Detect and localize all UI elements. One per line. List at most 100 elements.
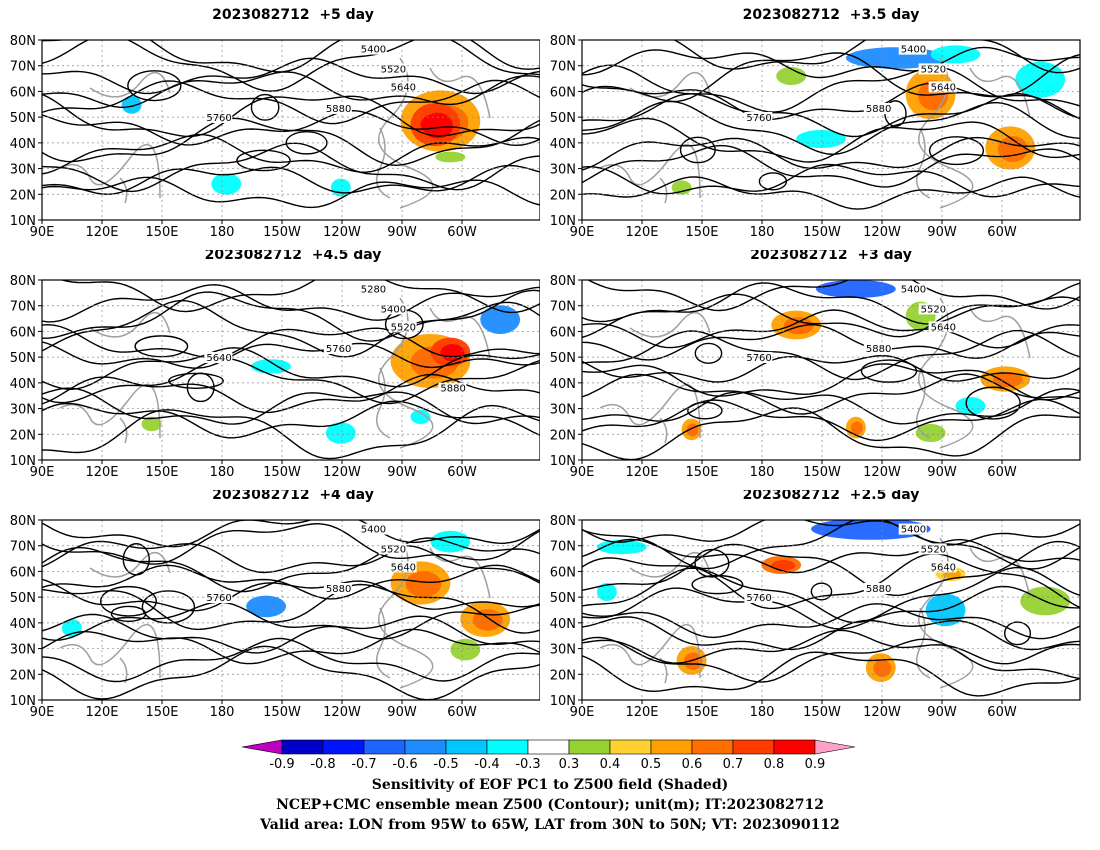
coastline bbox=[629, 311, 711, 338]
z500-contour bbox=[42, 284, 540, 323]
z500-contour bbox=[582, 46, 1080, 79]
lon-label: 180 bbox=[210, 465, 235, 480]
lat-label: 30N bbox=[10, 163, 36, 178]
sensitivity-shading bbox=[121, 95, 142, 114]
z500-contour bbox=[42, 347, 540, 391]
lat-label: 80N bbox=[550, 34, 576, 49]
lon-label: 120W bbox=[323, 465, 361, 480]
lon-label: 120E bbox=[625, 225, 658, 240]
contour-label-bg bbox=[898, 283, 927, 295]
map-frame bbox=[581, 279, 1081, 461]
colorbar-swatch bbox=[691, 739, 734, 755]
contour-label: 5880 bbox=[440, 384, 465, 395]
lon-label: 90E bbox=[570, 465, 595, 480]
lat-label: 60N bbox=[550, 325, 576, 340]
lat-label: 50N bbox=[550, 111, 576, 126]
lon-label: 120E bbox=[625, 705, 658, 720]
sensitivity-shading bbox=[850, 421, 863, 435]
contour-label: 5520 bbox=[921, 304, 946, 315]
contour-label: 5760 bbox=[206, 113, 231, 124]
contour-label: 5760 bbox=[746, 113, 771, 124]
contour-label: 5880 bbox=[326, 584, 351, 595]
contour-label: 5400 bbox=[901, 285, 926, 296]
sensitivity-shading bbox=[816, 280, 896, 298]
lon-label: 60W bbox=[987, 705, 1017, 720]
sensitivity-shading bbox=[915, 424, 946, 442]
lon-label: 60W bbox=[447, 225, 477, 240]
lon-label: 180 bbox=[750, 705, 775, 720]
contour-label-bg bbox=[378, 63, 407, 75]
map-plot-area: 5280 5400 5520 5640 5760 5880 bbox=[42, 280, 540, 460]
lat-label: 60N bbox=[10, 85, 36, 100]
colorbar-tick-label: -0.6 bbox=[392, 757, 417, 772]
panel-title-1: 2023082712 +5 day bbox=[212, 7, 374, 23]
sensitivity-shading bbox=[435, 151, 466, 163]
z500-contour bbox=[250, 93, 280, 121]
coastline bbox=[59, 144, 161, 199]
z500-contour bbox=[42, 583, 540, 634]
z500-contour bbox=[42, 537, 540, 574]
lon-label: 180 bbox=[750, 225, 775, 240]
z500-contour bbox=[582, 309, 1080, 349]
lat-label: 50N bbox=[10, 351, 36, 366]
map-plot-area: 5400 5520 5640 5760 5880 bbox=[582, 520, 1080, 697]
z500-contour bbox=[582, 354, 1080, 383]
sensitivity-shading bbox=[992, 372, 1023, 388]
contour-label-bg bbox=[388, 561, 417, 573]
lat-label: 40N bbox=[550, 377, 576, 392]
colorbar-tick-label: 0.3 bbox=[559, 757, 580, 772]
z500-contour bbox=[691, 574, 744, 595]
lat-label: 60N bbox=[10, 325, 36, 340]
sensitivity-shading bbox=[671, 180, 692, 195]
z500-contour bbox=[582, 636, 1080, 683]
contour-label-bg bbox=[863, 583, 892, 594]
coastline bbox=[375, 367, 391, 439]
lat-label: 70N bbox=[10, 300, 36, 315]
z500-contour bbox=[42, 520, 540, 548]
coastline bbox=[969, 307, 1031, 359]
lat-label: 60N bbox=[550, 85, 576, 100]
sensitivity-shading bbox=[427, 118, 446, 132]
coastline bbox=[429, 67, 491, 119]
coastline bbox=[915, 367, 931, 439]
lat-label: 40N bbox=[10, 617, 36, 632]
z500-contour bbox=[42, 637, 540, 683]
lat-label: 10N bbox=[10, 454, 36, 469]
contour-label: 5640 bbox=[391, 562, 416, 573]
coastline bbox=[599, 384, 701, 439]
contour-label: 5520 bbox=[381, 544, 406, 555]
colorbar-swatch bbox=[732, 739, 775, 755]
lon-label: 60W bbox=[987, 225, 1017, 240]
z500-contour bbox=[42, 564, 540, 600]
lat-label: 70N bbox=[10, 60, 36, 75]
colorbar-swatch bbox=[650, 739, 693, 755]
z500-contour bbox=[42, 71, 540, 109]
colorbar-tick-label: 0.5 bbox=[641, 757, 662, 772]
lat-label: 20N bbox=[550, 668, 576, 683]
z500-contour bbox=[99, 585, 157, 617]
z500-contour bbox=[42, 93, 540, 138]
contour-label: 5520 bbox=[381, 64, 406, 75]
z500-contour bbox=[582, 163, 1080, 198]
contour-label-bg bbox=[438, 382, 467, 394]
sensitivity-shading bbox=[771, 560, 796, 571]
caption-line-2: NCEP+CMC ensemble mean Z500 (Contour); u… bbox=[276, 797, 824, 813]
lat-label: 80N bbox=[550, 514, 576, 529]
map-panel-4: 5400 5520 5640 5760 5880 80N 70N 60N 50N 40N 30N 20… bbox=[540, 268, 1085, 490]
lon-label: 180 bbox=[750, 465, 775, 480]
z500-contour bbox=[42, 299, 540, 358]
lon-label: 90W bbox=[387, 705, 417, 720]
contour-label: 5400 bbox=[901, 525, 926, 536]
contour-label-bg bbox=[744, 592, 773, 603]
sensitivity-shading bbox=[796, 130, 846, 148]
map-panel-1: 5400 5520 5640 5760 5880 80N 70N 60N 50N 40N 30N 20… bbox=[0, 28, 545, 250]
contour-label: 5520 bbox=[391, 322, 416, 333]
lat-label: 20N bbox=[550, 428, 576, 443]
coastline bbox=[915, 607, 931, 679]
z500-contour bbox=[582, 585, 1080, 630]
z500-contour bbox=[928, 136, 985, 166]
lat-label: 10N bbox=[550, 454, 576, 469]
contour-label-bg bbox=[928, 81, 957, 93]
contour-label: 5880 bbox=[866, 104, 891, 115]
z500-contour bbox=[42, 176, 540, 209]
